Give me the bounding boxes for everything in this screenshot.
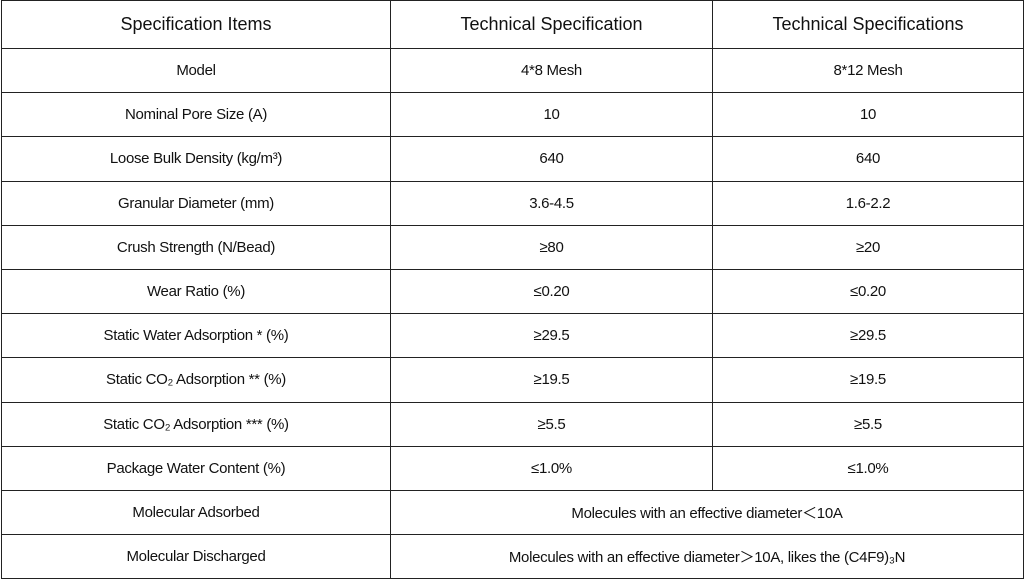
value-cell: ≤1.0% <box>712 445 1024 491</box>
table-row: Static Water Adsorption * (%) ≥29.5 ≥29.5 <box>1 313 1024 359</box>
value-cell: 4*8 Mesh <box>390 47 713 94</box>
table-row: Molecular Adsorbed Molecules with an effe… <box>1 489 1024 536</box>
value-cell: ≤1.0% <box>390 445 713 491</box>
value-cell: ≤0.20 <box>390 268 713 315</box>
table-row: Wear Ratio (%) ≤0.20 ≤0.20 <box>1 268 1024 315</box>
row-label: Static CO₂ Adsorption *** (%) <box>1 401 391 447</box>
table-row: Nominal Pore Size (A) 10 10 <box>1 92 1024 138</box>
table-row: Granular Diameter (mm) 3.6-4.5 1.6-2.2 <box>1 180 1024 226</box>
row-label: Model <box>1 47 391 94</box>
value-cell: 10 <box>390 92 713 138</box>
value-cell: ≥19.5 <box>390 357 713 403</box>
value-cell: 640 <box>712 136 1024 182</box>
row-label: Granular Diameter (mm) <box>1 180 391 226</box>
table-row: Loose Bulk Density (kg/m³) 640 640 <box>1 136 1024 182</box>
value-cell: ≤0.20 <box>712 268 1024 315</box>
table-row: Package Water Content (%) ≤1.0% ≤1.0% <box>1 445 1024 491</box>
row-label: Static CO₂ Adsorption ** (%) <box>1 357 391 403</box>
row-label: Molecular Discharged <box>1 534 391 579</box>
value-cell: ≥80 <box>390 224 713 270</box>
value-cell: ≥20 <box>712 224 1024 270</box>
header-cell: Technical Specifications <box>712 0 1024 49</box>
row-label: Wear Ratio (%) <box>1 268 391 315</box>
value-cell: 1.6-2.2 <box>712 180 1024 226</box>
table-row: Static CO₂ Adsorption ** (%) ≥19.5 ≥19.5 <box>1 357 1024 403</box>
table-row: Molecular Discharged Molecules with an ef… <box>1 534 1024 579</box>
row-label: Package Water Content (%) <box>1 445 391 491</box>
value-cell: ≥5.5 <box>390 401 713 447</box>
row-label: Crush Strength (N/Bead) <box>1 224 391 270</box>
value-cell: ≥29.5 <box>390 313 713 359</box>
table-row: Model 4*8 Mesh 8*12 Mesh <box>1 47 1024 94</box>
table-row: Static CO₂ Adsorption *** (%) ≥5.5 ≥5.5 <box>1 401 1024 447</box>
header-row: Specification Items Technical Specificati… <box>1 0 1024 49</box>
header-cell: Technical Specification <box>390 0 713 49</box>
value-cell: Molecules with an effective diameter＞10A… <box>390 534 1024 579</box>
row-label: Static Water Adsorption * (%) <box>1 313 391 359</box>
row-label: Loose Bulk Density (kg/m³) <box>1 136 391 182</box>
table-row: Crush Strength (N/Bead) ≥80 ≥20 <box>1 224 1024 270</box>
value-cell: 8*12 Mesh <box>712 47 1024 94</box>
value-cell: ≥19.5 <box>712 357 1024 403</box>
row-label: Molecular Adsorbed <box>1 489 391 536</box>
header-cell: Specification Items <box>1 0 391 49</box>
value-cell: 10 <box>712 92 1024 138</box>
value-cell: 3.6-4.5 <box>390 180 713 226</box>
value-cell: Molecules with an effective diameter＜10A <box>390 489 1024 536</box>
table-body: Model 4*8 Mesh 8*12 Mesh Nominal Pore Size … <box>1 47 1024 579</box>
value-cell: 640 <box>390 136 713 182</box>
row-label: Nominal Pore Size (A) <box>1 92 391 138</box>
value-cell: ≥5.5 <box>712 401 1024 447</box>
value-cell: ≥29.5 <box>712 313 1024 359</box>
